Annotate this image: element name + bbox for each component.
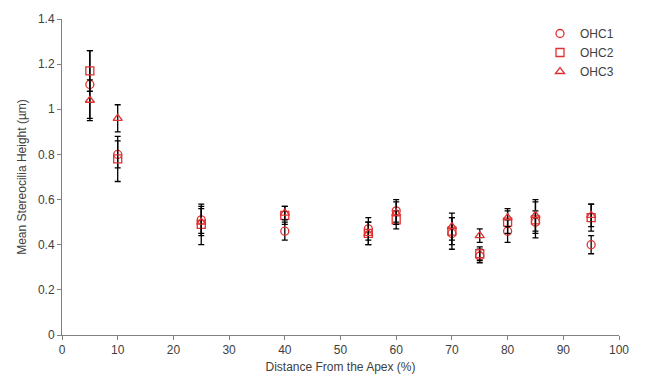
svg-text:100: 100 — [609, 343, 629, 357]
svg-text:OHC1: OHC1 — [580, 27, 614, 41]
svg-text:90: 90 — [557, 343, 571, 357]
svg-text:80: 80 — [501, 343, 515, 357]
svg-text:1.2: 1.2 — [38, 57, 55, 71]
svg-text:40: 40 — [278, 343, 292, 357]
svg-text:30: 30 — [222, 343, 236, 357]
svg-text:1.4: 1.4 — [38, 12, 55, 26]
svg-text:70: 70 — [445, 343, 459, 357]
svg-text:OHC3: OHC3 — [580, 65, 614, 79]
svg-text:Distance From the Apex (%): Distance From the Apex (%) — [265, 360, 415, 374]
svg-text:0: 0 — [48, 328, 55, 342]
svg-text:0.2: 0.2 — [38, 283, 55, 297]
svg-text:OHC2: OHC2 — [580, 46, 614, 60]
svg-text:50: 50 — [334, 343, 348, 357]
svg-text:0.6: 0.6 — [38, 193, 55, 207]
svg-text:20: 20 — [167, 343, 181, 357]
svg-text:1: 1 — [48, 102, 55, 116]
svg-text:60: 60 — [390, 343, 404, 357]
svg-text:0.8: 0.8 — [38, 148, 55, 162]
svg-text:Mean Stereocilia Height (µm): Mean Stereocilia Height (µm) — [15, 99, 29, 255]
svg-text:0: 0 — [59, 343, 66, 357]
svg-text:10: 10 — [111, 343, 125, 357]
svg-text:0.4: 0.4 — [38, 238, 55, 252]
